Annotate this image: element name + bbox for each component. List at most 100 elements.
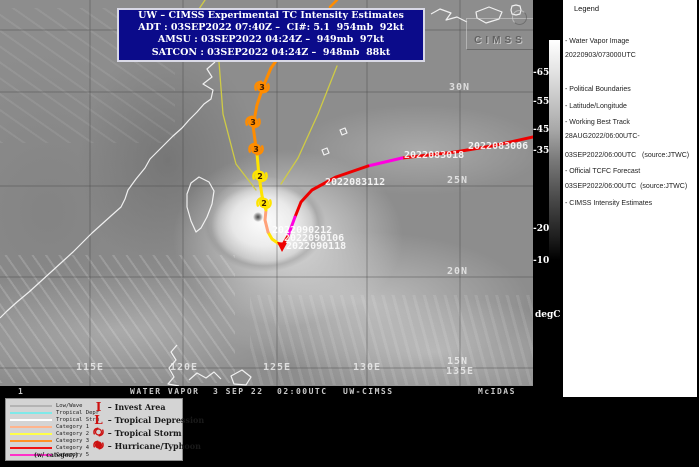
coastline-islands-s [188,371,222,381]
forecast-cone-line [280,65,338,185]
hurricane-symbol-icon: 2 [252,169,268,183]
symbol-label: – Invest Area [105,401,166,412]
category-label: Tropical Strm [56,416,100,423]
cimss-watermark-dome-icon [512,10,527,25]
open-cyclone-icon [92,425,105,441]
legend-item: 28AUG2022/06:00UTC- [565,133,640,140]
best-track-segment [286,215,297,238]
legend-item: - Latitude/Longitude [565,103,627,110]
legend-item: - Political Boundaries [565,86,631,93]
track-time-label: 2022083018 [404,150,465,161]
symbol-label: – Tropical Storm [105,427,182,438]
legend-item: 03SEP2022/06:00UTC (source:JTWC) [565,183,688,190]
hurricane-symbol-icon: 3 [248,142,264,156]
symbol-label: – Hurricane/Typhoon [105,440,201,451]
status-bar-item: UW-CIMSS [343,387,394,396]
forecast-track-segment [251,59,278,156]
filled-cyclone-icon [92,438,105,454]
track-time-label: 2022090118 [286,241,347,252]
forecast-cone-line [218,61,257,191]
category-label: Category 4 [56,444,90,451]
coordinate-label: 125E [263,362,292,373]
coastline-ryukyu-2 [339,127,348,136]
i-marker-icon: I [95,399,102,414]
colorbar-tick-label: -65 [533,68,550,78]
track-time-label: 2022090212 [272,225,333,236]
svg-text:3: 3 [250,118,256,127]
forecast-cone-line [198,0,206,10]
hurricane-symbol-icon: 3 [254,80,270,94]
category-label: Category 2 [56,430,90,437]
hurricane-symbol-icon: 2 [256,196,272,210]
coastline-taiwan [186,176,215,233]
colorbar-tick-label: -55 [533,97,550,107]
category-color-swatch [10,453,52,456]
category-row: Category 2 [10,430,99,437]
track-legend: Low/Wave Tropical Depr Tropical Strm Catego… [5,398,204,461]
category-label: Low/Wave [56,402,83,409]
symbol-row: – Hurricane/Typhoon [92,438,201,454]
status-bar-item: WATER VAPOR [130,387,200,396]
category-label: Tropical Depr [56,409,100,416]
best-track-segment [400,135,533,160]
cimss-watermark-text: CIMSS [474,35,526,46]
coastline-luzon [167,344,180,386]
track-time-label: 2022083112 [325,177,386,188]
status-bar-item: 1 [18,387,25,396]
category-color-swatch [10,418,52,421]
status-bar-item: 02:00UTC [277,387,328,396]
category-label: Category 1 [56,423,90,430]
symbol-row: L – Tropical Depression [92,412,204,427]
filled-cyclone-icon [93,440,104,449]
coastline-ryukyu-1 [321,147,330,156]
symbol-note: (w/ category) [34,452,79,459]
category-color-swatch [10,439,52,442]
legend-item: 20220903/073000UTC [565,52,636,59]
colorbar-tick-label: -20 [533,224,550,234]
svg-text:3: 3 [259,83,265,92]
colorbar-tick-label: -35 [533,146,550,156]
svg-text:3: 3 [253,145,259,154]
coordinate-label: 130E [353,362,382,373]
category-color-swatch [10,425,52,428]
coordinate-label: 20N [447,266,469,277]
symbol-row: – Tropical Storm [92,426,184,439]
legend-item: - CIMSS Intensity Estimates [565,200,653,207]
status-bar-item: 3 SEP 22 [213,387,264,396]
legend-panel: Legend - Water Vapor Image 20220903/07300… [563,0,699,397]
open-cyclone-icon [93,427,104,436]
legend-title: Legend [574,4,600,13]
status-bar-item: McIDAS [478,387,516,396]
forecast-track-segment [263,208,270,234]
legend-item: 03SEP2022/06:00UTC (source:JTWC) [565,152,690,159]
category-color-list: Low/Wave Tropical Depr Tropical Strm Catego… [10,402,99,458]
coastline-china-coast [0,61,216,319]
best-track-segment [366,156,404,168]
category-row: Category 5 [10,451,99,458]
coordinate-label: 15N [447,356,469,367]
symbol-label: – Tropical Depression [105,414,205,425]
legend-item: - Working Best Track [565,119,630,126]
current-position-marker [277,242,287,252]
category-row: Category 4 [10,444,99,451]
svg-text:2: 2 [261,199,267,208]
legend-item: - Official TCFC Forecast [565,168,641,175]
cimss-watermark: CIMSS [466,10,533,50]
category-color-swatch [10,432,52,435]
banner-amsu-line: AMSU : 03SEP2022 04:24Z – 949mb 97kt [157,34,385,46]
banner-adt-line: ADT : 03SEP2022 07:40Z – CI#: 5.1 954mb … [138,22,404,34]
colorbar-tick-label: -10 [533,256,550,266]
symbol-list: I – Invest Area L – Tropical Depression –… [92,400,204,454]
best-track-segment [293,164,370,219]
banner-satcon-line: SATCON : 03SEP2022 04:24Z – 948mb 88kt [151,46,391,58]
coordinate-label: 135E [446,366,475,377]
banner-title: UW – CIMSS Experimental TC Intensity Est… [138,10,404,21]
category-color-swatch [10,404,52,407]
coordinate-label: 30N [449,82,471,93]
l-marker-icon: L [94,412,103,427]
coordinate-label: 115E [76,362,105,373]
legend-item: - Water Vapor Image [565,38,630,45]
symbol-row: I – Invest Area [92,400,184,413]
temperature-colorbar: degC -65 -55 -45 -35 -20 -10 [533,0,563,397]
